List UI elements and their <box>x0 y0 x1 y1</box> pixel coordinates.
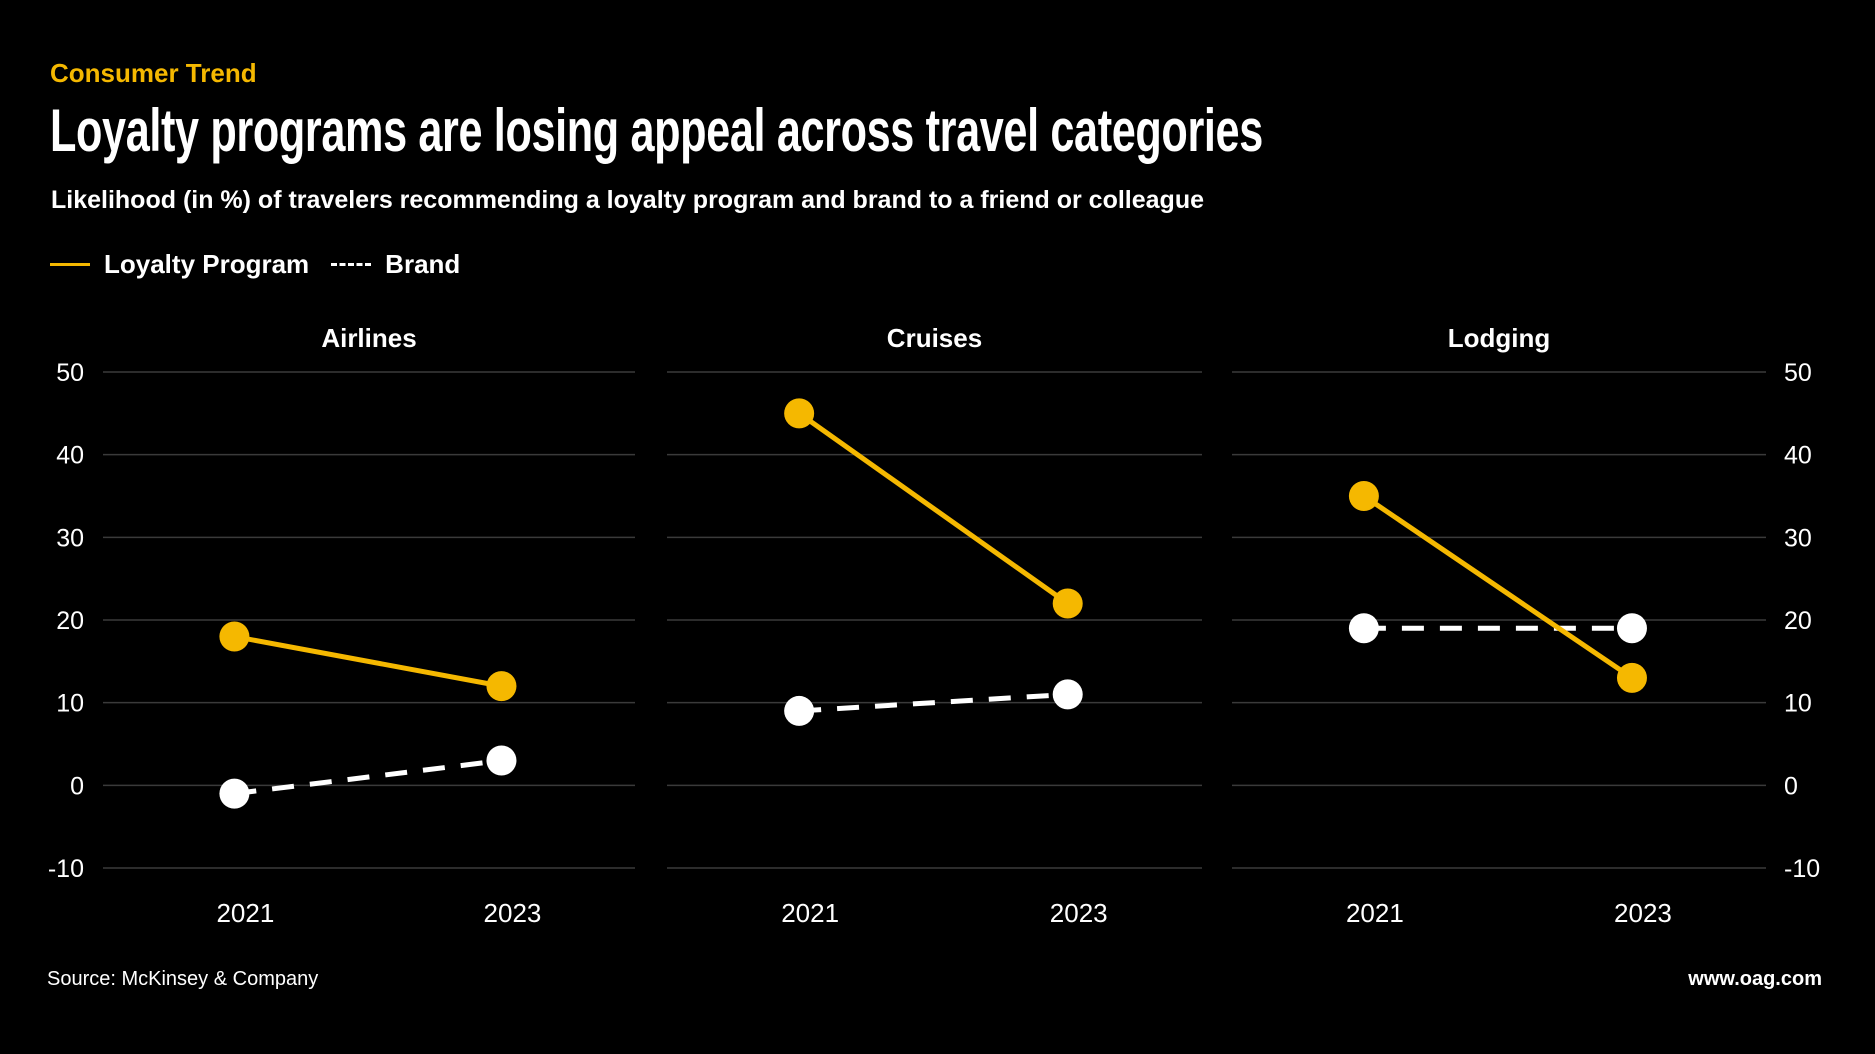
loyalty-point <box>486 671 517 702</box>
loyalty-point <box>1348 481 1379 511</box>
x-tick-label: 2021 <box>1346 898 1404 928</box>
x-tick-label: 2021 <box>781 898 839 928</box>
y-tick-label-right: 40 <box>1784 442 1812 470</box>
y-tick-label-left: 50 <box>56 359 84 387</box>
site-url[interactable]: www.oag.com <box>1688 968 1822 990</box>
brand-line <box>798 691 1068 714</box>
brand-point <box>1052 679 1083 710</box>
brand-point <box>1616 613 1647 644</box>
y-tick-label-right: 10 <box>1784 690 1812 718</box>
kicker: Consumer Trend <box>50 58 257 88</box>
source-note: Source: McKinsey & Company <box>47 968 319 990</box>
loyalty-point <box>1052 588 1083 619</box>
brand-point <box>486 745 517 776</box>
loyalty-point <box>219 621 250 652</box>
panel-title: Airlines <box>321 323 416 353</box>
page-title: Loyalty programs are losing appeal acros… <box>50 97 1263 164</box>
y-tick-label-left: 0 <box>70 772 84 800</box>
legend: Loyalty Program Brand <box>50 249 460 280</box>
x-tick-label: 2023 <box>1050 898 1108 928</box>
y-tick-label-right: 0 <box>1784 772 1798 800</box>
brand-line <box>234 758 502 797</box>
loyalty-line <box>233 634 502 689</box>
y-tick-label-left: 30 <box>56 524 84 552</box>
loyalty-point <box>784 398 815 429</box>
loyalty-line <box>797 411 1070 606</box>
legend-loyalty-swatch <box>50 263 90 266</box>
subtitle: Likelihood (in %) of travelers recommend… <box>51 186 1204 214</box>
brand-point <box>219 778 250 809</box>
legend-brand-label: Brand <box>385 249 461 279</box>
brand-point <box>1348 613 1379 644</box>
y-tick-label-right: -10 <box>1784 855 1820 883</box>
panel-title: Lodging <box>1448 323 1551 353</box>
panel-title: Cruises <box>887 323 982 353</box>
x-tick-label: 2023 <box>484 898 542 928</box>
x-tick-label: 2021 <box>216 898 274 928</box>
x-tick-label: 2023 <box>1614 898 1672 928</box>
y-tick-label-right: 50 <box>1784 359 1812 387</box>
brand-point <box>784 695 815 726</box>
legend-loyalty-label: Loyalty Program <box>104 249 310 279</box>
y-tick-label-left: 20 <box>56 607 84 635</box>
y-tick-label-left: -10 <box>48 855 84 883</box>
loyalty-point <box>1616 662 1647 693</box>
loyalty-line <box>1362 493 1634 680</box>
y-tick-label-left: 40 <box>56 442 84 470</box>
y-tick-label-right: 30 <box>1784 524 1812 552</box>
y-tick-label-left: 10 <box>56 690 84 718</box>
y-tick-label-right: 20 <box>1784 607 1812 635</box>
legend-brand-swatch <box>331 263 372 266</box>
